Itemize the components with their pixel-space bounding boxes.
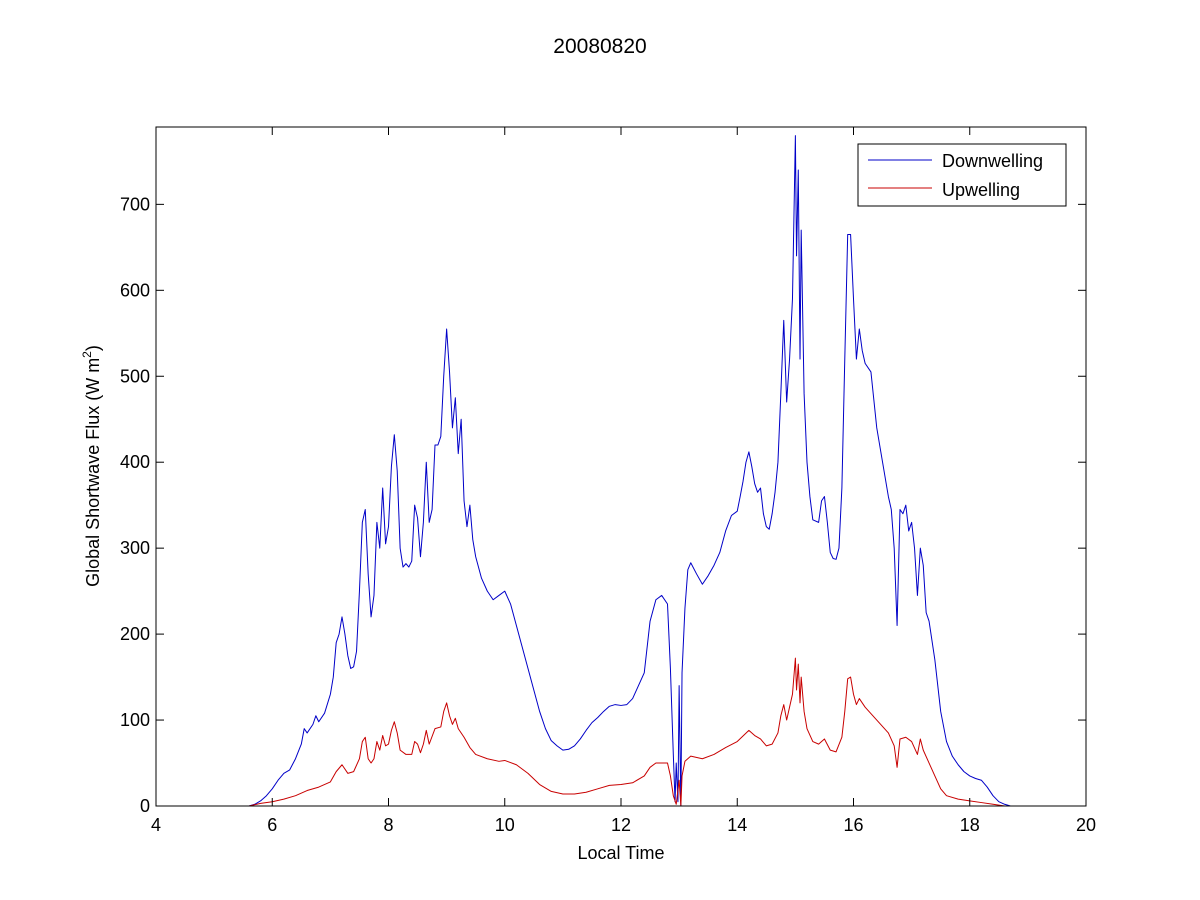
series-line-upwelling — [167, 657, 1023, 807]
x-tick-label: 20 — [1076, 815, 1096, 835]
y-axis-label-superscript: 2 — [80, 351, 94, 358]
x-tick-label: 16 — [843, 815, 863, 835]
y-tick-label: 600 — [120, 280, 150, 300]
y-tick-label: 700 — [120, 194, 150, 214]
x-tick-label: 12 — [611, 815, 631, 835]
x-tick-label: 14 — [727, 815, 747, 835]
legend: Downwelling Upwelling — [857, 143, 1067, 207]
chart-title: 20080820 — [553, 35, 646, 58]
y-axis-label-close: ) — [83, 345, 103, 351]
y-tick-label: 400 — [120, 452, 150, 472]
y-tick-label: 500 — [120, 366, 150, 386]
y-tick-label: 0 — [140, 796, 150, 816]
y-tick-label: 300 — [120, 538, 150, 558]
y-tick-label: 100 — [120, 710, 150, 730]
legend-label-upwelling: Upwelling — [942, 180, 1020, 200]
series-layer — [167, 135, 1023, 807]
x-tick-label: 8 — [383, 815, 393, 835]
y-tick-label: 200 — [120, 624, 150, 644]
x-tick-label: 4 — [151, 815, 161, 835]
x-tick-label: 10 — [495, 815, 515, 835]
legend-label-downwelling: Downwelling — [942, 151, 1043, 171]
x-axis-label: Local Time — [577, 843, 664, 863]
plot-area — [156, 127, 1086, 806]
x-tick-label: 18 — [960, 815, 980, 835]
y-axis-label: Global Shortwave Flux (W m2) — [80, 345, 103, 587]
series-line-downwelling — [167, 135, 1023, 807]
y-axis-label-main: Global Shortwave Flux (W m — [83, 358, 103, 587]
legend-box — [857, 143, 1067, 207]
x-tick-label: 6 — [267, 815, 277, 835]
